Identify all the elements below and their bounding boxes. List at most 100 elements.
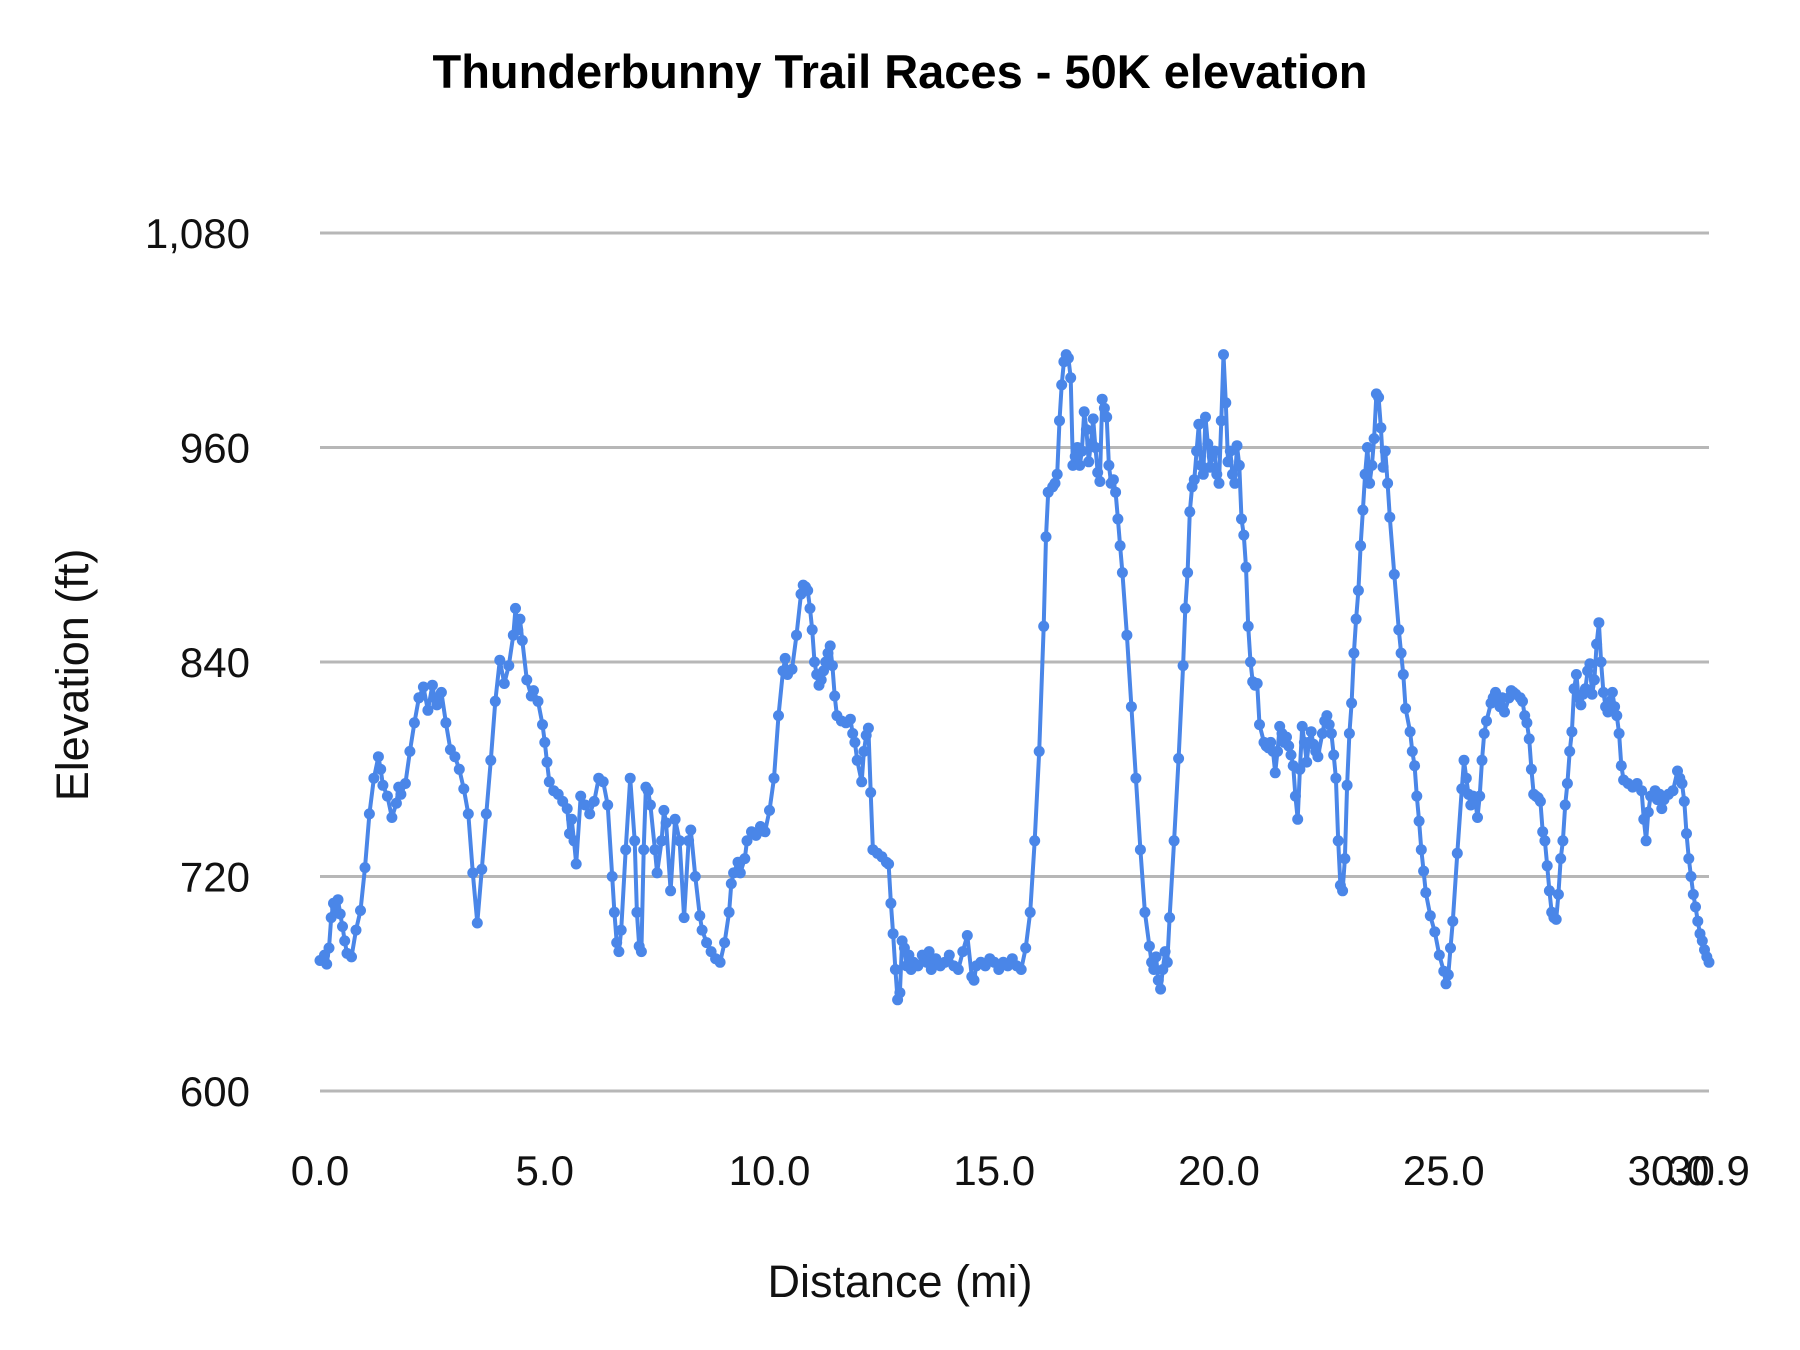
data-point-marker	[804, 602, 816, 614]
data-point-marker	[390, 797, 402, 809]
data-point-marker	[1445, 942, 1456, 954]
data-point-marker	[1373, 391, 1385, 403]
data-point-marker	[1281, 731, 1292, 743]
data-point-marker	[381, 790, 393, 802]
data-point-marker	[1588, 674, 1600, 686]
data-point-marker	[1245, 656, 1256, 668]
data-point-marker	[566, 813, 578, 825]
data-point-marker	[943, 949, 955, 961]
chart-title: Thunderbunny Trail Races - 50K elevation	[432, 45, 1367, 98]
data-point-marker	[629, 835, 641, 847]
x-tick-label: 5.0	[516, 1147, 574, 1194]
data-point-marker	[1143, 940, 1155, 952]
data-point-marker	[1564, 745, 1576, 757]
data-point-marker	[395, 788, 407, 800]
data-point-marker	[1103, 459, 1115, 471]
data-point-marker	[952, 964, 964, 975]
data-point-marker	[1415, 844, 1427, 856]
data-point-marker	[1150, 951, 1162, 963]
x-tick-label: 10.0	[729, 1147, 811, 1194]
data-point-marker	[350, 924, 362, 936]
data-point-marker	[1525, 763, 1537, 775]
data-point-marker	[1020, 942, 1032, 954]
data-point-marker	[510, 602, 521, 614]
data-point-marker	[1586, 688, 1598, 700]
data-point-marker	[806, 624, 818, 636]
data-point-marker	[1636, 785, 1648, 797]
data-point-marker	[1440, 978, 1452, 990]
data-point-marker	[1015, 964, 1027, 975]
data-point-marker	[1065, 372, 1077, 384]
data-point-marker	[532, 695, 544, 707]
data-point-marker	[1193, 418, 1205, 430]
data-point-marker	[1164, 912, 1176, 924]
data-point-marker	[613, 946, 625, 958]
data-point-marker	[404, 745, 416, 757]
data-point-marker	[1570, 669, 1582, 680]
x-tick-label: 15.0	[953, 1147, 1035, 1194]
data-point-marker	[372, 751, 384, 763]
y-axis-title: Elevation (ft)	[47, 549, 98, 802]
data-point-marker	[453, 763, 465, 775]
data-point-marker	[1350, 613, 1362, 625]
data-point-marker	[656, 835, 668, 847]
data-point-marker	[1346, 697, 1358, 709]
data-point-marker	[925, 964, 937, 975]
data-point-marker	[887, 928, 899, 940]
data-point-marker	[1606, 686, 1618, 698]
data-point-marker	[608, 906, 620, 918]
data-point-marker	[824, 640, 836, 652]
data-point-marker	[1211, 468, 1223, 480]
data-point-marker	[1195, 459, 1207, 471]
data-point-marker	[1152, 974, 1164, 986]
data-point-marker	[638, 844, 650, 856]
data-point-marker	[1361, 442, 1373, 453]
data-point-marker	[1521, 717, 1533, 729]
data-point-marker	[1555, 853, 1567, 865]
data-point-marker	[644, 799, 656, 811]
y-tick-label: 960	[180, 425, 250, 472]
data-point-marker	[543, 776, 555, 788]
data-point-marker	[1202, 438, 1214, 450]
data-point-marker	[471, 917, 483, 929]
data-point-marker	[620, 844, 632, 856]
data-point-marker	[1557, 835, 1569, 847]
data-point-marker	[660, 817, 672, 829]
data-point-marker	[339, 935, 351, 947]
data-point-marker	[968, 974, 980, 986]
data-point-marker	[1112, 513, 1124, 525]
data-point-marker	[323, 942, 335, 954]
data-point-marker	[1040, 531, 1052, 543]
data-point-marker	[1184, 506, 1196, 518]
data-point-marker	[1332, 835, 1344, 847]
data-point-marker	[537, 719, 548, 731]
data-point-marker	[1409, 760, 1421, 772]
gridlines	[320, 231, 1709, 1093]
data-point-marker	[1292, 813, 1304, 825]
data-point-marker	[1541, 860, 1553, 872]
data-point-marker	[912, 960, 924, 972]
data-point-marker	[1087, 413, 1099, 425]
data-point-marker	[417, 681, 429, 693]
data-point-marker	[1433, 949, 1445, 961]
data-point-marker	[1559, 799, 1571, 811]
y-tick-label: 720	[180, 854, 250, 901]
data-point-marker	[476, 863, 488, 875]
data-point-marker	[1352, 585, 1364, 596]
data-point-marker	[615, 924, 627, 936]
data-point-marker	[1703, 956, 1715, 968]
data-point-marker	[1364, 477, 1376, 489]
data-point-marker	[332, 894, 344, 906]
data-point-marker	[685, 824, 697, 836]
data-point-marker	[1388, 568, 1400, 580]
data-point-marker	[1395, 647, 1407, 659]
data-point-marker	[489, 695, 501, 707]
data-point-marker	[1168, 835, 1180, 847]
data-point-marker	[1499, 706, 1510, 718]
data-point-marker	[1283, 740, 1295, 752]
data-point-marker	[1110, 486, 1122, 498]
data-point-marker	[1474, 790, 1486, 802]
data-point-marker	[1062, 352, 1074, 364]
